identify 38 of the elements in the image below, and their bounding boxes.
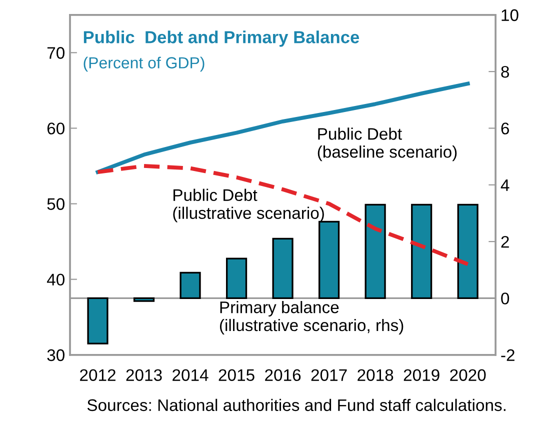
x-tick-label: 2014 [172, 369, 208, 382]
y2-tick-label: 0 [501, 292, 510, 304]
x-tick-label: 2016 [265, 369, 301, 382]
x-tick-label: 2013 [126, 369, 162, 382]
bar [180, 272, 201, 300]
bar [272, 238, 294, 300]
bar [226, 258, 248, 300]
annotation: Primary balance (illustrative scenario, rhs) [220, 300, 404, 334]
bar [87, 297, 108, 344]
bar [133, 297, 155, 302]
bar [457, 204, 478, 300]
bar [364, 204, 386, 300]
y2-tick-label: -2 [501, 349, 514, 361]
y2-tick-label: 2 [501, 236, 509, 248]
text: (Percent of GDP) [84, 56, 204, 72]
source-note: Sources: National authorities and Fund staff calculations. [87, 398, 506, 412]
bar [411, 204, 432, 300]
y-tick-label: 60 [47, 122, 64, 134]
x-tick-label: 2017 [311, 369, 347, 382]
bar [318, 220, 340, 300]
annotation: Public Debt (baseline scenario) [318, 128, 457, 162]
y2-tick-label: 10 [502, 9, 518, 22]
x-tick-label: 2018 [358, 369, 394, 382]
y-tick-label: 70 [47, 47, 64, 59]
y2-tick-label: 4 [500, 179, 510, 191]
annotation: Public Debt (illustrative scenario) [173, 188, 324, 222]
y-tick-label: 30 [47, 349, 64, 362]
y2-tick-label: 6 [501, 122, 509, 134]
x-tick-label: 2012 [80, 369, 116, 382]
line-series [96, 164, 470, 266]
text: Public Debt and Primary Balance [84, 30, 360, 47]
x-tick-label: 2020 [450, 369, 486, 382]
y2-tick-label: 8 [501, 66, 510, 78]
x-tick-label: 2019 [404, 369, 440, 382]
line-series [96, 82, 470, 174]
y-tick-label: 40 [46, 274, 64, 286]
y-tick-label: 50 [47, 198, 64, 210]
x-tick-label: 2015 [218, 369, 254, 382]
